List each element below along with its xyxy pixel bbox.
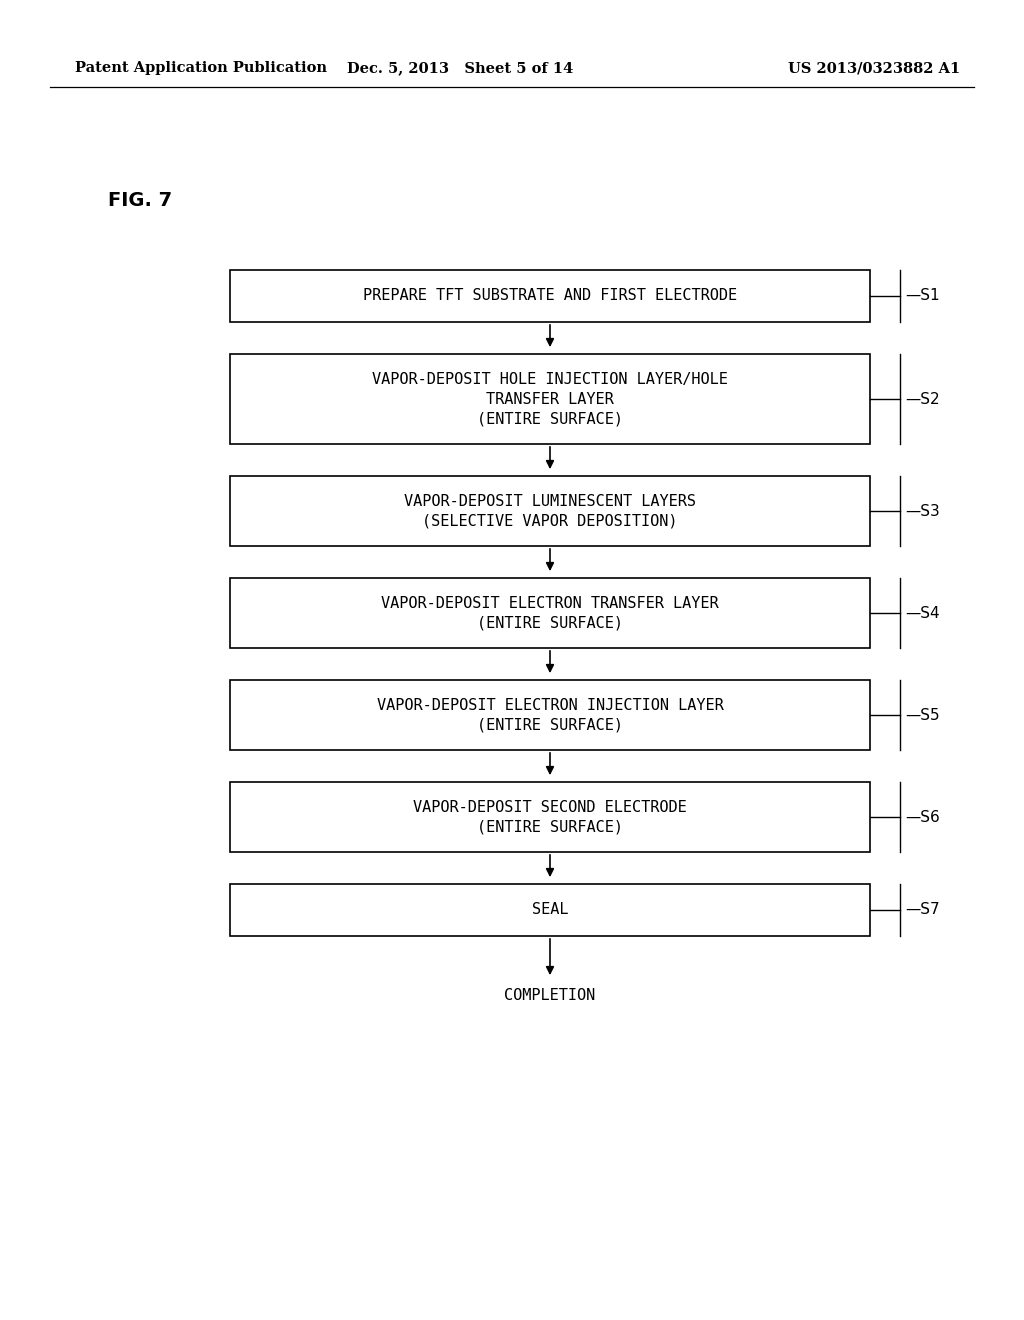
Text: —S2: —S2 [905, 392, 940, 407]
Text: —S3: —S3 [905, 503, 940, 519]
Text: VAPOR-DEPOSIT HOLE INJECTION LAYER/HOLE
TRANSFER LAYER
(ENTIRE SURFACE): VAPOR-DEPOSIT HOLE INJECTION LAYER/HOLE … [372, 372, 728, 426]
Bar [230, 781, 870, 851]
Text: VAPOR-DEPOSIT ELECTRON INJECTION LAYER
(ENTIRE SURFACE): VAPOR-DEPOSIT ELECTRON INJECTION LAYER (… [377, 697, 723, 733]
Text: VAPOR-DEPOSIT LUMINESCENT LAYERS
(SELECTIVE VAPOR DEPOSITION): VAPOR-DEPOSIT LUMINESCENT LAYERS (SELECT… [404, 494, 696, 528]
Bar [230, 354, 870, 444]
Text: —S7: —S7 [905, 903, 940, 917]
Text: COMPLETION: COMPLETION [505, 989, 596, 1003]
Text: Patent Application Publication: Patent Application Publication [75, 61, 327, 75]
Bar [230, 680, 870, 750]
Text: —S6: —S6 [905, 809, 940, 825]
Bar [230, 884, 870, 936]
Text: —S4: —S4 [905, 606, 940, 620]
Text: VAPOR-DEPOSIT ELECTRON TRANSFER LAYER
(ENTIRE SURFACE): VAPOR-DEPOSIT ELECTRON TRANSFER LAYER (E… [381, 595, 719, 631]
Text: PREPARE TFT SUBSTRATE AND FIRST ELECTRODE: PREPARE TFT SUBSTRATE AND FIRST ELECTROD… [362, 289, 737, 304]
Bar [230, 271, 870, 322]
Bar [230, 578, 870, 648]
Text: US 2013/0323882 A1: US 2013/0323882 A1 [787, 61, 961, 75]
Bar [230, 477, 870, 546]
Text: —S1: —S1 [905, 289, 940, 304]
Text: —S5: —S5 [905, 708, 940, 722]
Text: Dec. 5, 2013   Sheet 5 of 14: Dec. 5, 2013 Sheet 5 of 14 [347, 61, 573, 75]
Text: SEAL: SEAL [531, 903, 568, 917]
Text: FIG. 7: FIG. 7 [108, 190, 172, 210]
Text: VAPOR-DEPOSIT SECOND ELECTRODE
(ENTIRE SURFACE): VAPOR-DEPOSIT SECOND ELECTRODE (ENTIRE S… [413, 800, 687, 834]
